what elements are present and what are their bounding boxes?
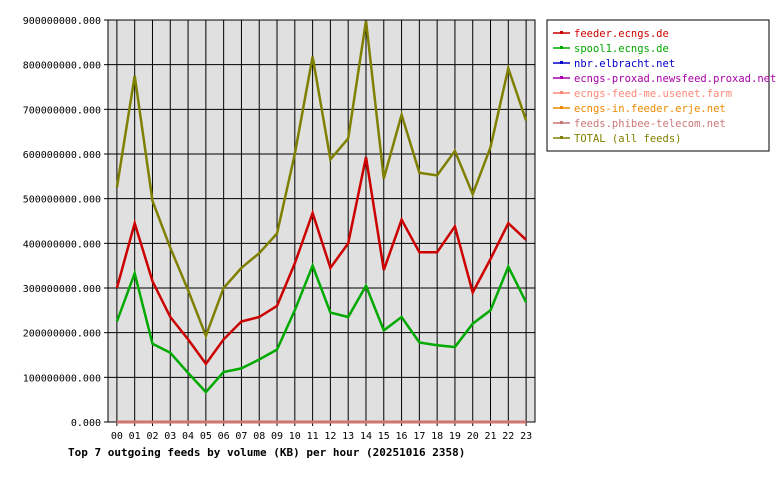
legend-label: TOTAL (all feeds) <box>574 133 681 145</box>
x-tick-label: 07 <box>235 431 247 442</box>
y-tick-label: 900000000.000 <box>23 16 101 27</box>
x-tick-label: 17 <box>413 431 425 442</box>
x-tick-label: 02 <box>146 431 158 442</box>
legend-label: nbr.elbracht.net <box>574 58 675 70</box>
series-line-spool1-ecngs-de <box>115 262 528 394</box>
x-tick-label: 10 <box>289 431 301 442</box>
legend-label: feeder.ecngs.de <box>574 28 669 40</box>
x-tick-label: 13 <box>342 431 354 442</box>
chart-title: Top 7 outgoing feeds by volume (KB) per … <box>68 446 465 459</box>
x-tick-label: 01 <box>129 431 141 442</box>
legend-marker <box>560 106 563 109</box>
legend: feeder.ecngs.de spool1.ecngs.de nbr.elbrac… <box>553 28 776 145</box>
x-tick-label: 22 <box>502 431 514 442</box>
legend-marker <box>560 76 563 79</box>
x-tick-label: 00 <box>111 431 123 442</box>
y-axis: 0.000 100000000.000 200000000.000 300000000… <box>23 16 108 429</box>
series-line-total-all-feeds- <box>115 20 528 340</box>
x-tick-label: 18 <box>431 431 443 442</box>
y-tick-label: 700000000.000 <box>23 105 101 116</box>
x-tick-label: 23 <box>520 431 532 442</box>
legend-label: ecngs-in.feeder.erje.net <box>574 103 726 115</box>
x-tick-label: 09 <box>271 431 283 442</box>
x-tick-label: 16 <box>396 431 408 442</box>
y-tick-label: 600000000.000 <box>23 150 101 161</box>
legend-marker <box>560 46 563 49</box>
y-tick-label: 400000000.000 <box>23 239 101 250</box>
legend-label: feeds.phibee-telecom.net <box>574 118 726 130</box>
y-tick-label: 0.000 <box>71 418 101 429</box>
y-tick-label: 100000000.000 <box>23 373 101 384</box>
series-line-feeder-ecngs-de <box>115 156 527 367</box>
legend-label: ecngs-proxad.newsfeed.proxad.net <box>574 73 776 85</box>
x-tick-label: 14 <box>360 431 372 442</box>
x-tick-label: 11 <box>307 431 319 442</box>
y-tick-label: 300000000.000 <box>23 284 101 295</box>
x-tick-label: 15 <box>378 431 390 442</box>
legend-marker <box>560 136 563 139</box>
y-tick-label: 200000000.000 <box>23 329 101 340</box>
x-tick-label: 20 <box>467 431 479 442</box>
x-tick-label: 05 <box>200 431 212 442</box>
legend-marker <box>560 121 563 124</box>
plot-area <box>107 19 536 423</box>
legend-marker <box>560 91 563 94</box>
legend-label: spool1.ecngs.de <box>574 43 669 55</box>
series-lines <box>115 20 528 424</box>
x-tick-label: 06 <box>218 431 230 442</box>
y-tick-label: 800000000.000 <box>23 61 101 72</box>
x-tick-label: 21 <box>484 431 496 442</box>
x-tick-label: 04 <box>182 431 194 442</box>
x-axis: 00 01 02 03 04 05 06 07 08 09 10 11 12 13 14 15 16 17 18 19… <box>111 422 532 442</box>
legend-box <box>546 19 770 152</box>
legend-label: ecngs-feed-me.usenet.farm <box>574 88 732 100</box>
x-tick-label: 08 <box>253 431 265 442</box>
x-tick-label: 12 <box>324 431 336 442</box>
legend-marker <box>560 31 563 34</box>
legend-marker <box>560 61 563 64</box>
x-tick-label: 19 <box>449 431 461 442</box>
y-tick-label: 500000000.000 <box>23 195 101 206</box>
x-tick-label: 03 <box>164 431 176 442</box>
